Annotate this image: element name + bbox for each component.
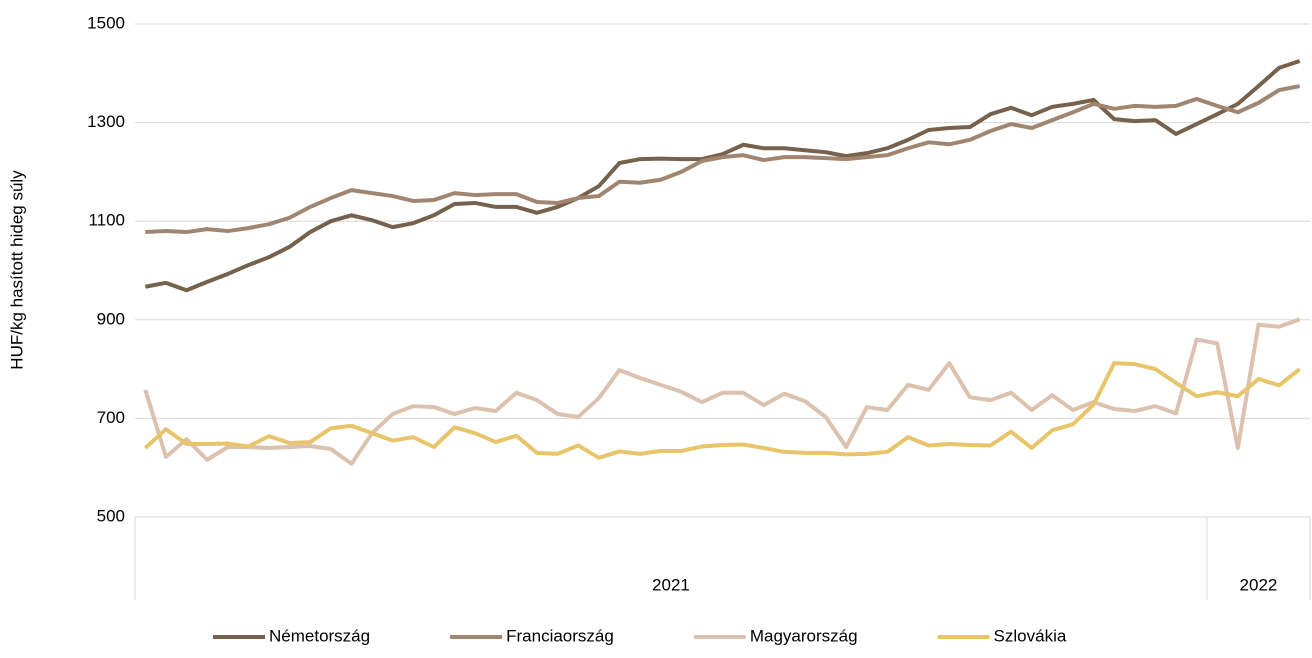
legend-label: Szlovákia xyxy=(994,626,1067,645)
series-line xyxy=(145,84,1301,235)
legend-label: Németország xyxy=(269,626,370,645)
y-axis-label: HUF/kg hasított hideg súly xyxy=(7,170,26,370)
series-line xyxy=(144,59,1301,293)
y-tick-label: 1100 xyxy=(88,211,125,230)
legend-label: Magyarország xyxy=(750,626,858,645)
y-tick-label: 700 xyxy=(97,408,125,427)
y-tick-label: 900 xyxy=(97,309,125,328)
legend-label: Franciaország xyxy=(506,626,614,645)
group-label: 2022 xyxy=(1240,575,1278,594)
group-label: 2021 xyxy=(652,575,690,594)
series-line xyxy=(143,361,1301,460)
y-tick-label: 500 xyxy=(97,506,125,525)
series-line xyxy=(143,317,1301,466)
y-tick-label: 1500 xyxy=(87,13,125,32)
y-tick-label: 1300 xyxy=(87,112,125,131)
